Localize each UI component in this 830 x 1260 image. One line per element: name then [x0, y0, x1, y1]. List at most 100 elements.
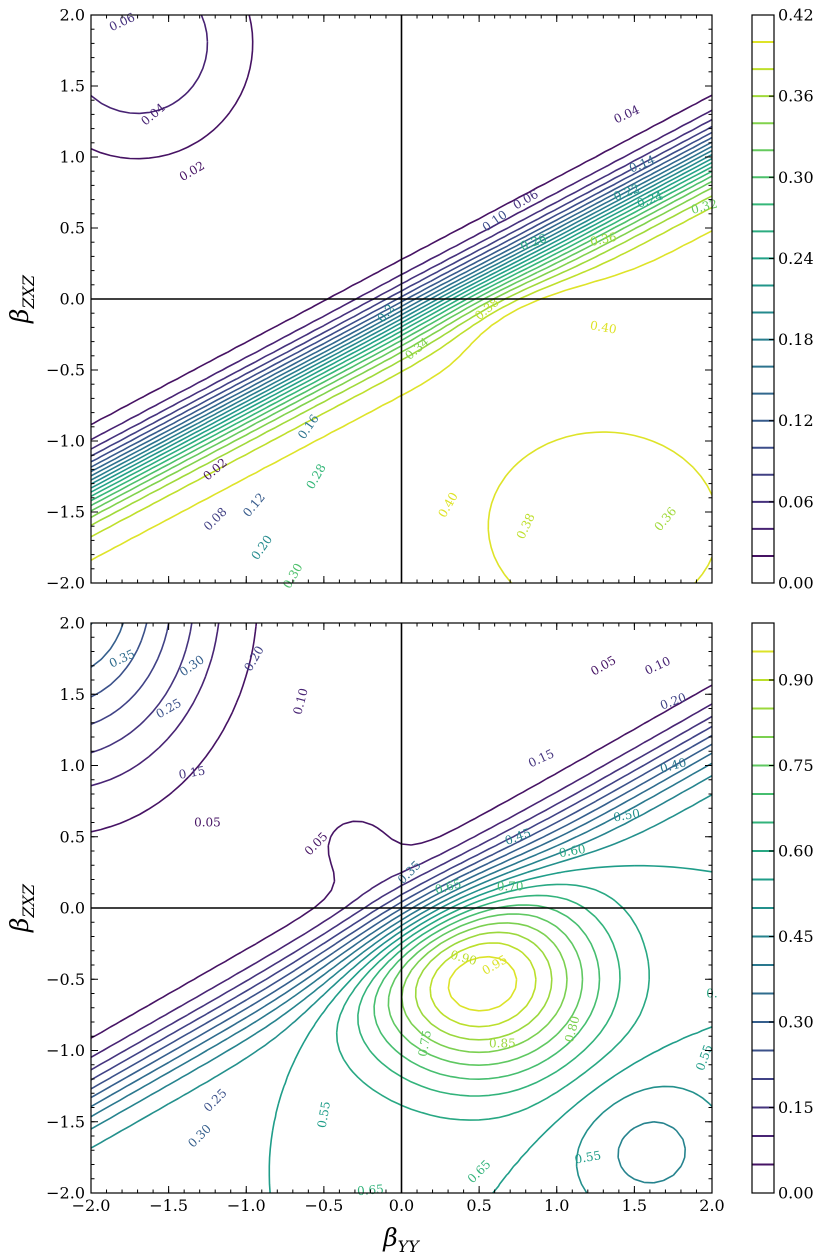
contour-label: 0.40 — [435, 490, 460, 520]
contour-label: 0.04 — [612, 102, 642, 126]
contour-line — [429, 942, 537, 1028]
contour-line — [91, 149, 712, 481]
x-tick-label: 0.0 — [389, 1196, 414, 1215]
y-tick-label: −1.5 — [46, 503, 85, 522]
contour-label: 0.30 — [280, 561, 305, 591]
colorbar-tick-label: 0.18 — [778, 330, 814, 349]
contour-line — [91, 187, 712, 519]
colorbar-bottom: 0.00 0.15 0.30 0.45 0.60 0.75 0.90 — [751, 622, 814, 1203]
colorbar-tick-label: 0.45 — [778, 927, 814, 946]
contour-label: 0.04 — [138, 100, 168, 128]
contour-line — [357, 894, 621, 1097]
colorbar-tick-label: 0.90 — [778, 671, 814, 690]
contour-line — [91, 623, 712, 1090]
contour-line — [387, 913, 584, 1066]
contour-line — [91, 230, 712, 583]
contour-label: 0.05 — [194, 816, 221, 830]
contour-line — [91, 125, 712, 457]
x-tick-label: −2.0 — [72, 1196, 111, 1215]
contour-line — [91, 118, 712, 450]
contour-line — [447, 955, 518, 1012]
y-tick-label: 2.0 — [60, 6, 85, 25]
contour-line — [91, 623, 712, 1071]
contour-panel-top: 0.060.040.020.040.140.220.24 0.320.060.10… — [5, 6, 814, 593]
contour-label: 0.80 — [562, 1014, 582, 1043]
y-axis-label-bottom: βZXZ — [5, 883, 38, 933]
contour-panel-bottom: 0.35 0.30 0.20 0.25 0.10 0.15 0.05 0.05 0.05 0.10… — [5, 614, 814, 1257]
contour-label: 0.20 — [241, 644, 266, 674]
contour-label: 0.05 — [302, 829, 331, 858]
contour-label: 0.2 — [374, 301, 397, 325]
contour-label: 0.35 — [107, 647, 137, 671]
contour-label: 0.25 — [201, 1086, 230, 1115]
contour-line — [91, 195, 712, 527]
contour-line — [91, 623, 712, 1108]
y-tick-label: −2.0 — [46, 1184, 85, 1203]
contour-line — [91, 15, 712, 426]
colorbar-tick-label: 0.12 — [778, 411, 814, 430]
contour-line — [268, 864, 712, 1193]
contour-label: 0.10 — [480, 208, 510, 235]
contour-line — [373, 904, 601, 1080]
contour-line — [91, 166, 712, 498]
y-tick-label: 0.5 — [60, 827, 85, 846]
contour-line — [91, 145, 712, 477]
contour-label: 0.15 — [526, 746, 556, 770]
contour-label: 0.06 — [107, 10, 137, 34]
contour-label: 0.65 — [433, 876, 462, 896]
colorbar-tick-label: 0.42 — [778, 6, 814, 25]
y-tick-label: −0.5 — [46, 361, 85, 380]
contour-label: 0.02 — [177, 158, 207, 183]
x-tick-label: 1.0 — [544, 1196, 569, 1215]
contour-line — [91, 175, 712, 507]
contour-label: 0.60 — [558, 842, 587, 860]
contour-label: 0.14 — [627, 152, 657, 175]
contour-label: 0.40 — [589, 318, 618, 336]
contour-label: 0.12 — [240, 490, 268, 519]
colorbar-tick-label: 0.00 — [778, 1184, 814, 1203]
contour-line — [401, 922, 568, 1054]
contour-label: 0.65 — [465, 1157, 494, 1186]
contour-line — [414, 931, 553, 1041]
x-tick-label: −0.5 — [304, 1196, 343, 1215]
y-tick-label: 2.0 — [60, 614, 85, 633]
colorbar-tick-label: 0.60 — [778, 842, 814, 861]
y-tick-label: 0.5 — [60, 219, 85, 238]
contour-label: 0.02 — [200, 455, 229, 483]
contour-line — [91, 623, 712, 1099]
colorbar-tick-label: 0.75 — [778, 756, 814, 775]
x-tick-label: −1.5 — [149, 1196, 188, 1215]
colorbar-frame — [751, 14, 775, 584]
contour-lines-top — [91, 15, 712, 583]
colorbar-tick-label: 0.24 — [778, 249, 814, 268]
contour-label: 0.15 — [178, 763, 207, 781]
x-tick-label: 0.5 — [466, 1196, 491, 1215]
contour-label: 0.36 — [651, 504, 679, 533]
contour-line — [91, 157, 712, 489]
colorbar-tick-label: 0.30 — [778, 1013, 814, 1032]
y-tick-label: 0.0 — [60, 899, 85, 918]
contour-line — [91, 136, 712, 468]
y-tick-label: −1.0 — [46, 1041, 85, 1060]
contour-lines-bottom — [91, 623, 712, 1193]
colorbar-tick-label: 0.00 — [778, 574, 814, 593]
y-axis-label-top: βZXZ — [5, 274, 38, 324]
axes-top: −2.0 −1.5 −1.0 −0.5 0.0 0.5 1.0 1.5 2.0 — [46, 6, 713, 593]
contour-line — [91, 141, 712, 473]
colorbar-tick-label: 0.30 — [778, 168, 814, 187]
contour-label: 0.10 — [290, 687, 310, 716]
contour-label: 0.08 — [201, 505, 230, 534]
colorbar-frame — [751, 622, 775, 1194]
contour-label: 0.40 — [658, 755, 687, 775]
contour-line — [91, 170, 712, 502]
contour-label: 0.95 — [480, 952, 510, 977]
y-tick-label: 0.0 — [60, 290, 85, 309]
contour-line — [91, 206, 712, 538]
contour-label: 0.36 — [589, 230, 618, 249]
colorbar-tick-label: 0.06 — [778, 492, 814, 511]
contour-label: 0.26 — [519, 231, 549, 253]
colorbar-tick-label: 0.15 — [778, 1098, 814, 1117]
contour-label: 0.50 — [612, 806, 641, 824]
y-tick-label: 1.0 — [60, 756, 85, 775]
